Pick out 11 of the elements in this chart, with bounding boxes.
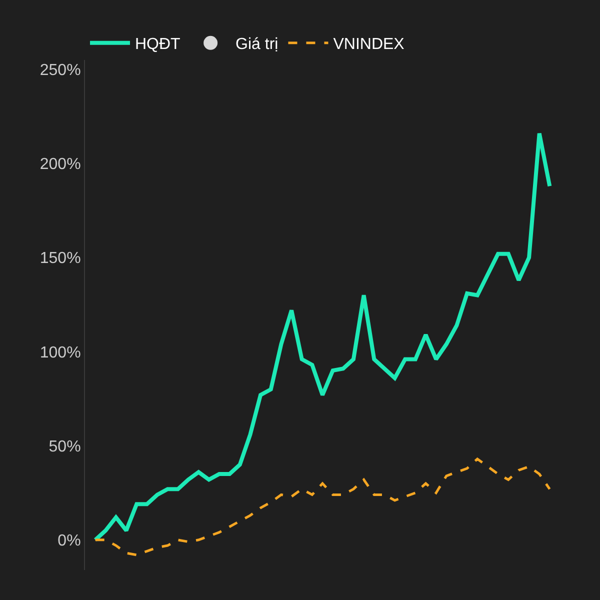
line-series	[93, 131, 552, 542]
line-series	[94, 458, 551, 556]
y-tick-label: 50%	[48, 438, 81, 456]
y-tick-label: 100%	[40, 344, 81, 362]
y-tick-label: 0%	[58, 532, 81, 550]
y-tick-label: 150%	[40, 250, 81, 268]
legend-label: Giá trị	[236, 36, 278, 54]
legend-label: VNINDEX	[333, 36, 405, 54]
legend-label: HQĐT	[135, 36, 181, 54]
y-tick-label: 200%	[40, 156, 81, 174]
y-tick-label: 250%	[40, 62, 81, 80]
